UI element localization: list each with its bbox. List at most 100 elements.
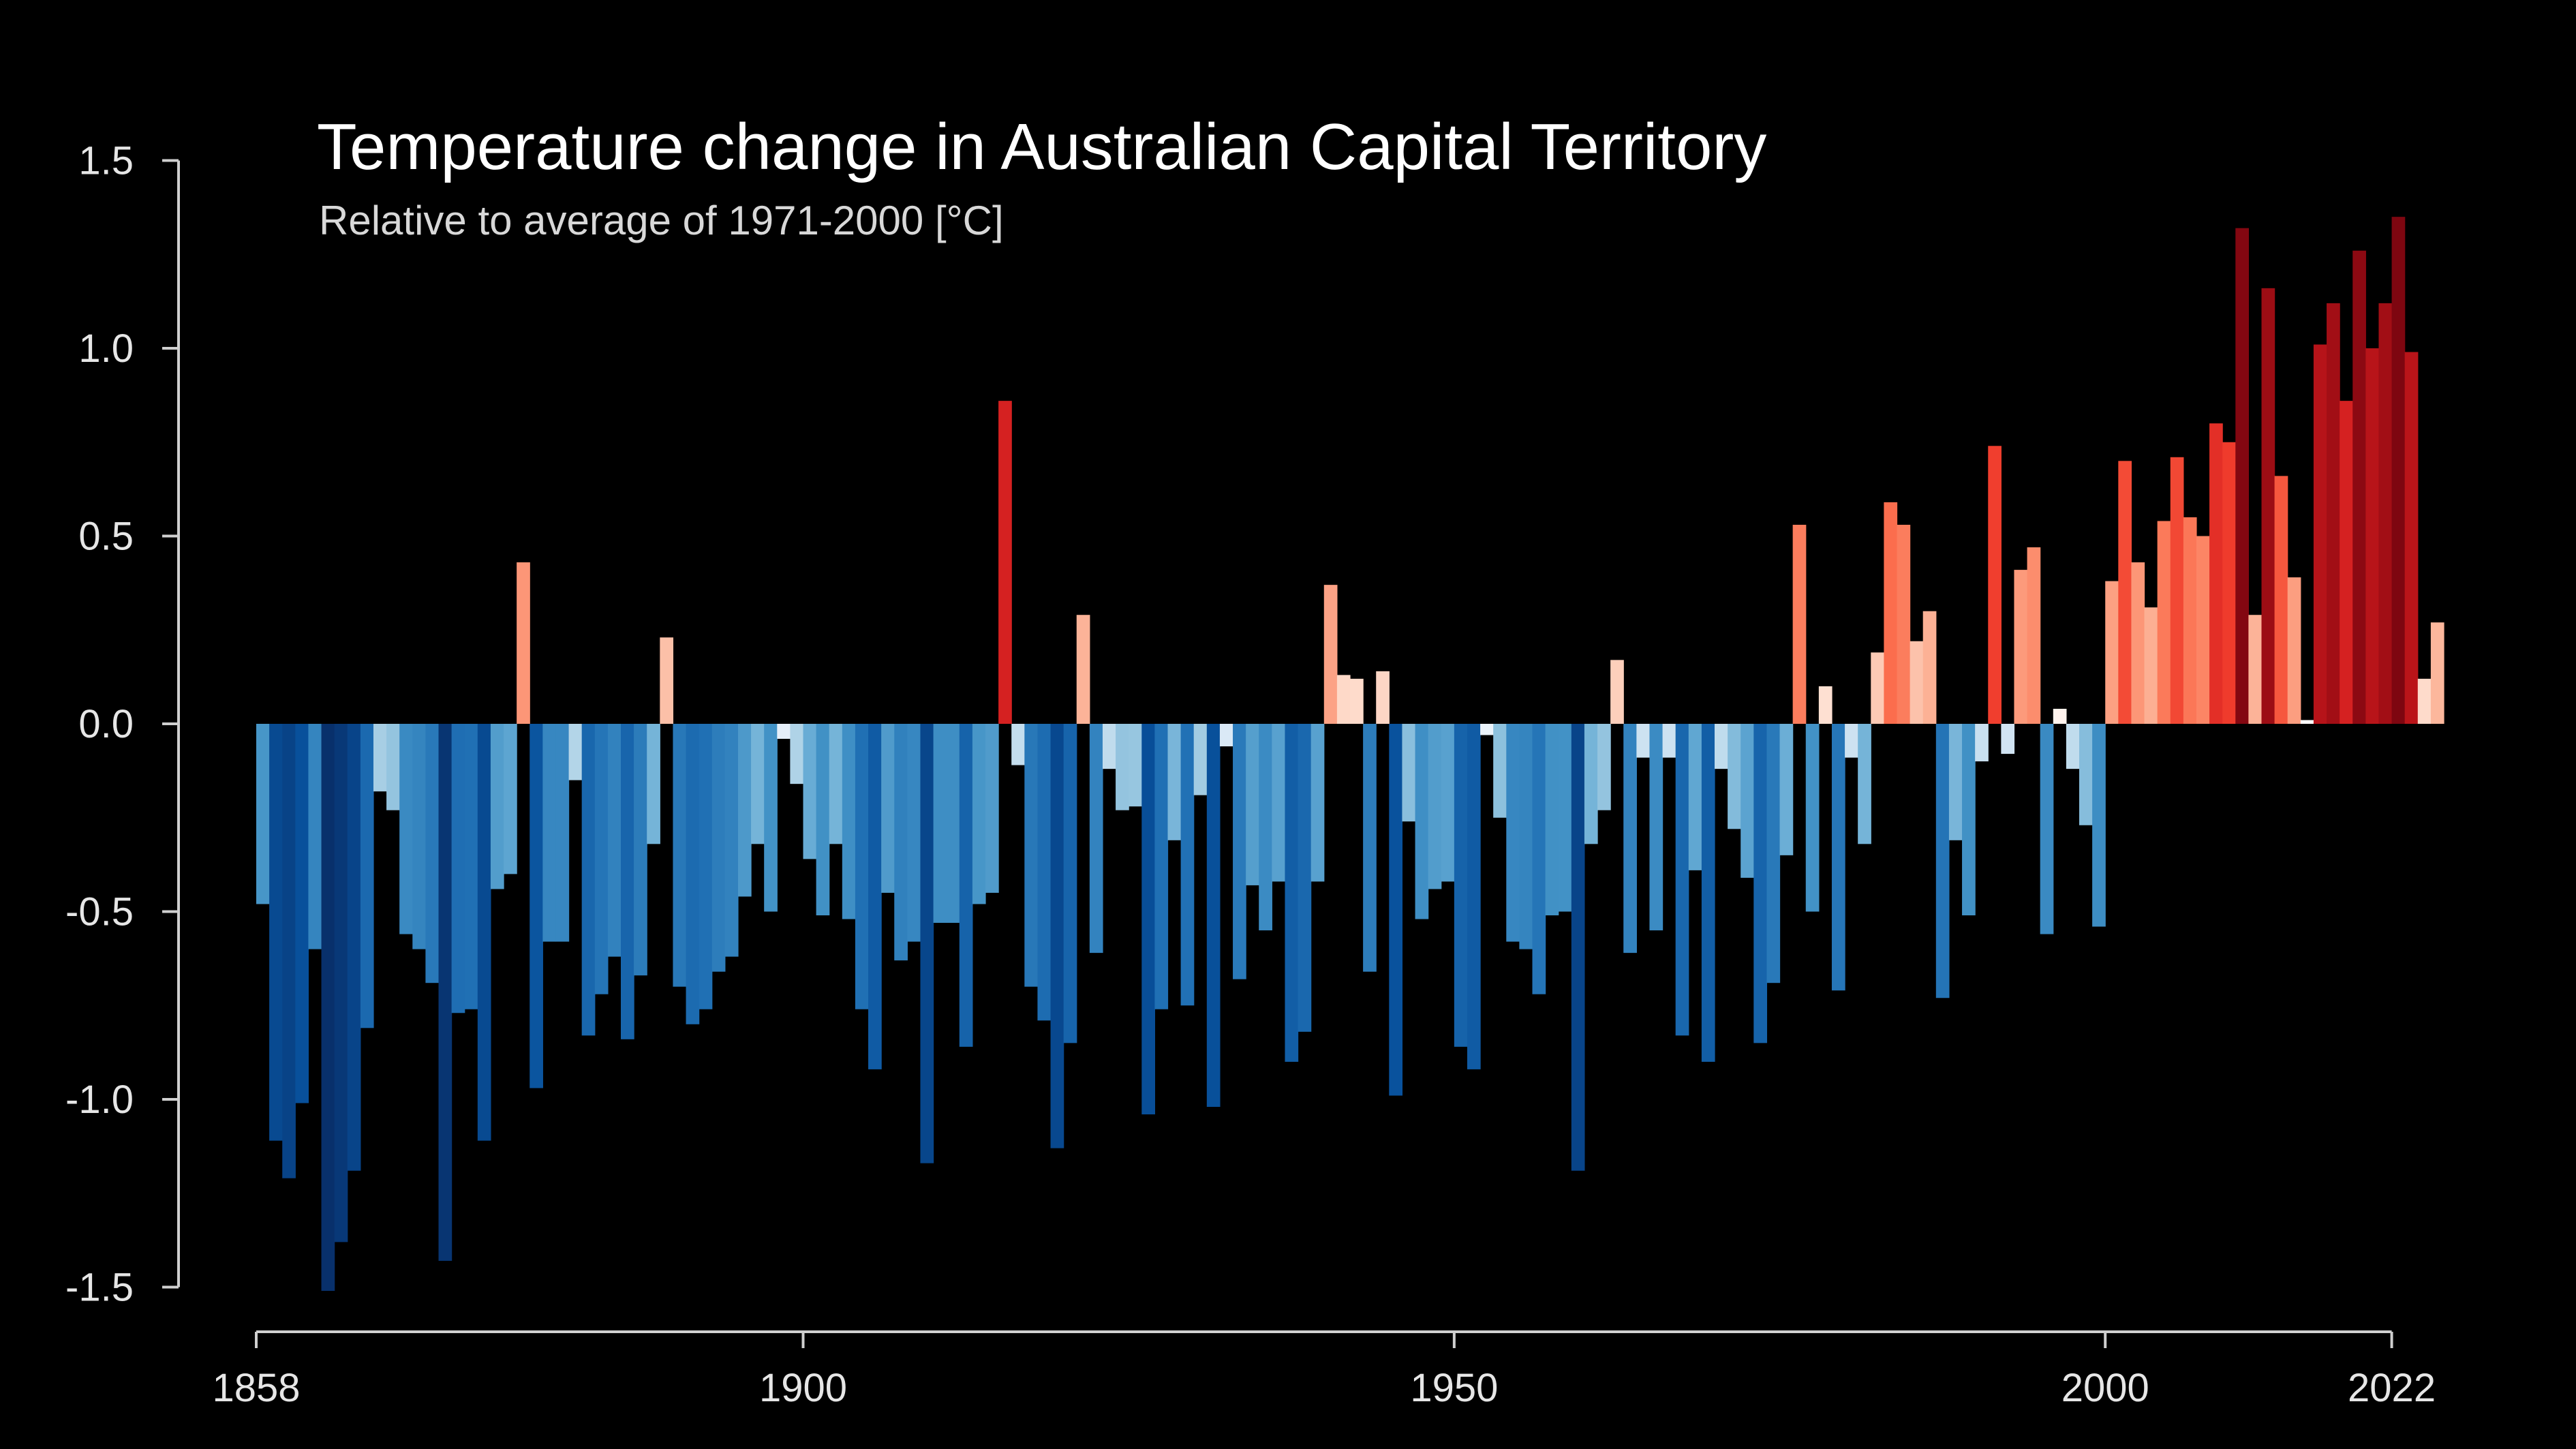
bar-1996 xyxy=(2053,708,2067,724)
bar-1960 xyxy=(1584,724,1598,844)
bar-1957 xyxy=(1545,724,1559,916)
bar-1919 xyxy=(1050,724,1064,1148)
bar-1927 xyxy=(1154,724,1169,1009)
bar-1950 xyxy=(1454,724,1468,1047)
x-tick-label: 1950 xyxy=(1410,1366,1498,1410)
bar-1883 xyxy=(581,724,596,1036)
bar-1911 xyxy=(946,724,960,924)
y-tick-label: -1.0 xyxy=(65,1078,134,1122)
bar-1978 xyxy=(1818,686,1833,724)
x-tick-label: 2000 xyxy=(2061,1366,2149,1410)
bar-1872 xyxy=(438,724,453,1261)
bar-1946 xyxy=(1402,724,1416,822)
bar-1916 xyxy=(1011,724,1025,765)
bar-1871 xyxy=(425,724,440,983)
bar-1934 xyxy=(1246,724,1259,885)
bar-2009 xyxy=(2222,442,2236,724)
bar-1923 xyxy=(1102,724,1116,769)
bar-1867 xyxy=(373,724,387,792)
bar-1999 xyxy=(2092,724,2106,927)
bar-1933 xyxy=(1233,724,1246,979)
bar-1959 xyxy=(1571,724,1585,1171)
bar-2011 xyxy=(2248,615,2263,724)
bar-2015 xyxy=(2300,720,2314,724)
bar-1961 xyxy=(1597,724,1611,810)
bar-1917 xyxy=(1024,724,1039,987)
bar-1975 xyxy=(1779,724,1794,855)
chart-title: Temperature change in Australian Capital… xyxy=(317,110,1766,183)
bar-1860 xyxy=(282,724,296,1178)
bar-1920 xyxy=(1063,724,1077,1043)
bar-1998 xyxy=(2079,724,2093,825)
bar-1981 xyxy=(1858,724,1871,844)
bar-1938 xyxy=(1298,724,1312,1032)
bar-1905 xyxy=(868,724,882,1069)
bar-1965 xyxy=(1649,724,1663,931)
bar-2010 xyxy=(2235,228,2249,724)
bar-1885 xyxy=(607,724,622,957)
bar-1955 xyxy=(1519,724,1533,949)
bar-2016 xyxy=(2313,344,2327,724)
bar-1972 xyxy=(1741,724,1754,878)
bar-2000 xyxy=(2105,581,2119,724)
bar-1932 xyxy=(1219,724,1233,747)
bar-1968 xyxy=(1688,724,1702,870)
bar-1947 xyxy=(1415,724,1429,919)
bar-2020 xyxy=(2365,348,2380,724)
bar-1907 xyxy=(894,724,908,961)
bar-1997 xyxy=(2066,724,2080,769)
bar-1990 xyxy=(1975,724,1989,762)
bar-1897 xyxy=(764,724,778,912)
bar-1879 xyxy=(530,724,543,1088)
bar-1945 xyxy=(1389,724,1403,1096)
chart-subtitle: Relative to average of 1971-2000 [°C] xyxy=(319,198,1004,243)
bar-1884 xyxy=(594,724,609,994)
x-tick-label: 2022 xyxy=(2348,1366,2436,1410)
bar-2003 xyxy=(2144,607,2158,724)
bar-1874 xyxy=(464,724,478,1009)
bar-1944 xyxy=(1376,671,1390,724)
bar-1875 xyxy=(477,724,491,1141)
bar-1943 xyxy=(1363,724,1377,972)
bar-1893 xyxy=(711,724,726,972)
bar-1881 xyxy=(555,724,570,942)
bar-1914 xyxy=(985,724,999,893)
bar-2004 xyxy=(2157,521,2171,724)
bar-1976 xyxy=(1792,524,1807,724)
y-tick-label: 0.0 xyxy=(78,702,134,746)
bar-1921 xyxy=(1076,615,1090,724)
bar-1971 xyxy=(1728,724,1741,829)
bar-1895 xyxy=(737,724,752,897)
bar-2002 xyxy=(2131,562,2145,724)
bar-1910 xyxy=(933,724,947,924)
bar-1868 xyxy=(386,724,400,810)
bar-1994 xyxy=(2027,547,2041,724)
bar-1880 xyxy=(542,724,557,942)
bar-1877 xyxy=(504,724,517,874)
bar-1918 xyxy=(1037,724,1052,1021)
bar-2018 xyxy=(2340,401,2353,724)
bar-1953 xyxy=(1493,724,1507,818)
bar-1942 xyxy=(1350,678,1364,724)
bar-1980 xyxy=(1845,724,1858,758)
bar-1903 xyxy=(842,724,856,919)
y-tick-label: -1.5 xyxy=(65,1266,134,1310)
bar-1985 xyxy=(1910,641,1924,724)
bar-1906 xyxy=(881,724,895,893)
bar-1928 xyxy=(1167,724,1182,840)
bar-1858 xyxy=(256,724,270,904)
bar-1991 xyxy=(1988,446,2002,724)
bar-1952 xyxy=(1480,724,1494,735)
bar-1892 xyxy=(699,724,713,1009)
bar-1974 xyxy=(1766,724,1781,983)
bar-1935 xyxy=(1259,724,1272,931)
bar-1967 xyxy=(1675,724,1689,1036)
bar-1989 xyxy=(1962,724,1976,916)
bar-2017 xyxy=(2327,303,2340,724)
bar-1979 xyxy=(1831,724,1845,991)
bar-1894 xyxy=(724,724,739,957)
bar-1929 xyxy=(1180,724,1195,1006)
bar-1939 xyxy=(1310,724,1325,882)
y-tick-label: 0.5 xyxy=(78,515,134,559)
